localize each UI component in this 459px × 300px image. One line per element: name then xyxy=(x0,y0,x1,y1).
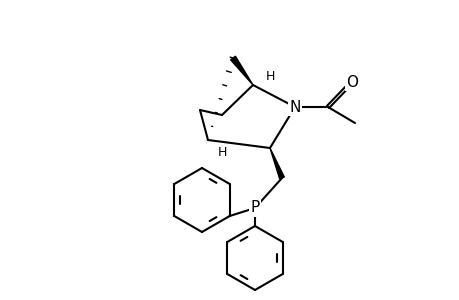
Text: N: N xyxy=(289,100,300,115)
Text: O: O xyxy=(345,74,357,89)
Text: H: H xyxy=(217,146,226,158)
Polygon shape xyxy=(269,148,284,179)
Polygon shape xyxy=(230,56,252,85)
Text: H: H xyxy=(265,70,274,83)
Text: P: P xyxy=(250,200,259,215)
